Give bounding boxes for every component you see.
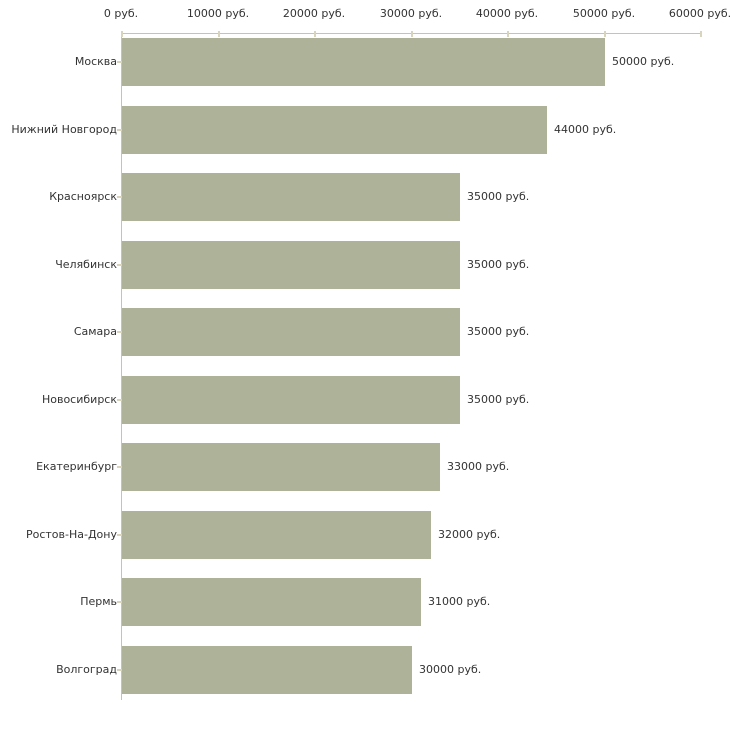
x-axis-tick-label: 50000 руб. xyxy=(572,7,636,20)
x-axis-tick-mark xyxy=(604,31,606,37)
value-label: 50000 руб. xyxy=(612,55,675,68)
y-axis-tick-mark xyxy=(117,331,122,333)
y-axis-tick-mark xyxy=(117,601,122,603)
category-label: Челябинск xyxy=(55,257,117,271)
category-label: Красноярск xyxy=(49,190,117,203)
category-label: Новосибирск xyxy=(41,392,117,406)
bar xyxy=(122,105,547,154)
y-axis-tick-mark xyxy=(117,398,122,401)
x-axis-tick-label: 60000 руб. xyxy=(668,7,730,20)
x-axis-tick-mark xyxy=(121,31,123,37)
category-label: Волгоград xyxy=(56,662,117,676)
category-label: Екатеринбург xyxy=(36,460,117,473)
value-label: 35000 руб. xyxy=(467,392,530,406)
bar xyxy=(122,645,412,694)
bar xyxy=(122,375,460,424)
bar xyxy=(122,308,460,356)
x-axis-tick-label: 30000 руб. xyxy=(379,7,443,20)
category-label: Ростов-На-Дону xyxy=(25,527,117,541)
category-label: Пермь xyxy=(80,595,117,608)
bar xyxy=(122,578,421,626)
x-axis-tick-mark xyxy=(411,31,413,37)
x-axis-tick-label: 20000 руб. xyxy=(282,7,346,20)
y-axis-tick-mark xyxy=(117,668,122,671)
x-axis-tick-mark xyxy=(700,31,702,37)
category-label: Москва xyxy=(74,55,117,68)
value-label: 35000 руб. xyxy=(467,190,530,203)
x-axis-tick-label: 40000 руб. xyxy=(475,7,539,20)
y-axis-tick-mark xyxy=(117,533,122,536)
y-axis-tick-mark xyxy=(117,128,122,131)
y-axis-tick-mark xyxy=(117,466,122,468)
y-axis-tick-mark xyxy=(117,196,122,198)
value-label: 32000 руб. xyxy=(438,527,501,541)
y-axis-tick-mark xyxy=(117,61,122,63)
bar xyxy=(122,38,605,86)
x-axis-tick-mark xyxy=(218,31,220,37)
value-label: 44000 руб. xyxy=(554,122,617,136)
x-axis-tick-label: 10000 руб. xyxy=(186,7,250,20)
bar xyxy=(122,443,440,491)
plot-area: Москва 50000 руб. Нижний Новгород 44000 руб… xyxy=(11,31,702,700)
value-label: 31000 руб. xyxy=(428,595,491,608)
value-label: 33000 руб. xyxy=(447,460,510,473)
bar xyxy=(122,173,460,221)
bar xyxy=(122,240,460,289)
value-label: 30000 руб. xyxy=(419,662,482,676)
x-axis-tick-mark xyxy=(507,31,509,37)
category-label: Нижний Новгород xyxy=(11,122,117,136)
value-label: 35000 руб. xyxy=(467,325,530,338)
value-label: 35000 руб. xyxy=(467,257,530,271)
x-axis-tick-label: 0 руб. xyxy=(103,7,139,20)
y-axis-tick-mark xyxy=(117,263,122,266)
category-label: Самара xyxy=(73,325,117,338)
bar xyxy=(122,510,431,559)
x-axis-tick-mark xyxy=(314,31,316,37)
